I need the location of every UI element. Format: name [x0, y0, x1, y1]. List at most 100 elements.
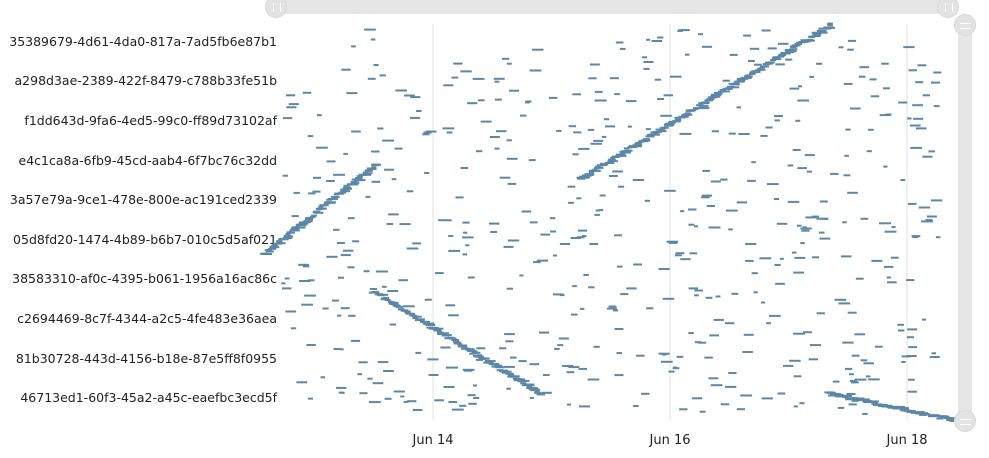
task-bar: [668, 370, 675, 373]
task-bar: [791, 251, 797, 254]
sequence-task-bar: [504, 370, 512, 373]
task-bar: [587, 378, 600, 381]
task-bar: [316, 114, 322, 117]
task-bar: [464, 369, 473, 372]
task-bar: [509, 356, 517, 359]
horizontal-scroll-handle-left[interactable]: [265, 0, 287, 18]
task-bar: [506, 387, 511, 390]
sequence-task-bar: [272, 244, 278, 247]
vertical-scroll-handle-top[interactable]: [954, 14, 976, 36]
task-bar: [462, 253, 468, 256]
task-bar: [844, 154, 849, 157]
sequence-task-bar: [413, 315, 422, 318]
task-bar: [593, 139, 604, 142]
task-bar: [789, 359, 801, 362]
task-bar: [796, 224, 802, 227]
task-bar: [412, 409, 423, 411]
task-bar: [333, 348, 340, 350]
sequence-task-bar: [487, 360, 496, 363]
task-bar: [453, 62, 463, 65]
task-bar: [795, 119, 801, 122]
sequence-task-bar: [279, 238, 289, 241]
sequence-task-bar: [343, 187, 352, 190]
task-bar: [568, 366, 580, 369]
task-bar: [726, 209, 738, 212]
task-bar: [312, 190, 321, 193]
sequence-task-bar: [759, 66, 765, 69]
task-bar: [382, 285, 387, 288]
sequence-task-bar: [486, 361, 494, 364]
sequence-task-bar: [453, 340, 460, 343]
task-bar: [536, 259, 549, 262]
task-bar: [440, 346, 451, 349]
horizontal-scroll-handle-right[interactable]: [937, 0, 959, 18]
task-bar: [855, 277, 864, 280]
task-bar: [674, 254, 682, 257]
task-bar: [794, 256, 806, 259]
task-bar: [407, 400, 417, 403]
task-bar: [532, 48, 544, 51]
sequence-task-bar: [871, 401, 878, 404]
task-bar: [307, 279, 315, 282]
sequence-task-bar: [303, 220, 313, 223]
task-bar: [609, 77, 619, 80]
task-bar: [694, 341, 702, 344]
task-bar: [883, 265, 894, 268]
sequence-task-bar: [304, 218, 314, 221]
task-bar: [738, 133, 750, 135]
task-bar: [879, 222, 891, 225]
task-bar: [646, 307, 654, 310]
task-bar: [816, 312, 825, 315]
task-bar: [676, 355, 684, 358]
task-bar: [410, 96, 421, 99]
sequence-task-bar: [314, 211, 324, 214]
task-bar: [364, 28, 376, 31]
task-bar: [704, 356, 713, 359]
task-bar: [931, 352, 936, 355]
task-bar: [398, 279, 408, 282]
task-bar: [907, 117, 912, 120]
task-bar: [448, 249, 461, 252]
sequence-task-bar: [751, 71, 761, 73]
task-bar: [847, 191, 858, 194]
sequence-task-bar: [811, 31, 819, 34]
task-bar: [614, 93, 620, 96]
task-bar: [342, 249, 354, 252]
horizontal-scrollbar[interactable]: [276, 0, 952, 14]
task-bar: [793, 405, 798, 408]
vertical-scrollbar[interactable]: [958, 20, 972, 420]
task-bar: [728, 372, 737, 374]
sequence-task-bar: [780, 53, 787, 56]
task-bar: [761, 397, 773, 400]
task-bar: [701, 194, 713, 197]
x-tick-label: Jun 14: [412, 433, 454, 448]
task-bar: [605, 125, 616, 128]
sequence-task-bar: [449, 337, 457, 340]
sequence-task-bar: [745, 76, 752, 78]
sequence-task-bar: [828, 394, 835, 397]
task-bar: [619, 47, 626, 50]
task-bar: [849, 379, 857, 382]
sequence-task-bar: [729, 86, 740, 89]
task-bar: [568, 125, 577, 128]
task-bar: [797, 167, 807, 170]
task-bar: [797, 85, 802, 88]
task-bar: [849, 373, 854, 376]
task-bar: [416, 110, 422, 112]
task-bar: [660, 360, 673, 363]
task-bar: [424, 298, 432, 301]
task-bar: [406, 247, 419, 250]
task-bar: [384, 168, 395, 171]
sequence-task-bar: [313, 210, 321, 213]
sequence-task-bar: [702, 101, 710, 104]
task-bar: [302, 265, 310, 268]
vertical-scroll-handle-bottom[interactable]: [954, 410, 976, 432]
sequence-task-bar: [472, 351, 481, 354]
task-bar: [557, 344, 564, 347]
task-bar: [804, 154, 815, 157]
task-bar: [506, 287, 513, 290]
task-bar: [800, 242, 805, 245]
task-bar: [688, 223, 695, 226]
task-bar: [578, 367, 587, 370]
task-bar: [445, 219, 452, 222]
